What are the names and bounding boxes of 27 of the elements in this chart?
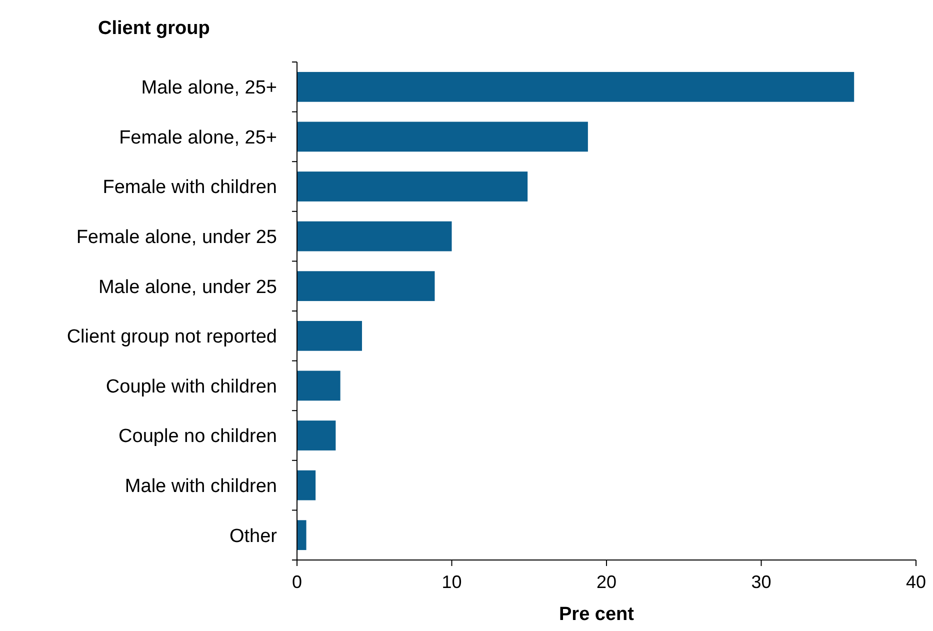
bar [297,172,528,202]
y-tick-label: Couple no children [118,426,277,448]
x-axis-title: Pre cent [559,604,635,625]
x-tick-label: 0 [292,572,302,592]
x-tick-label: 30 [751,572,772,592]
bar [297,72,854,102]
y-tick-label: Male alone, 25+ [141,78,277,99]
bar [297,320,362,351]
y-tick-label: Other [229,526,278,547]
x-tick-label: 10 [442,572,462,592]
bar [297,370,340,401]
y-tick-label: Female alone, 25+ [119,127,277,148]
bar [297,520,306,550]
x-tick-label: 40 [906,572,926,592]
y-tick-label: Female alone, under 25 [76,226,277,248]
bar [297,470,316,500]
bar [297,420,336,450]
bar [297,122,588,152]
y-axis-title: Client group [98,18,210,39]
x-tick-label: 20 [596,572,617,592]
y-tick-label: Couple with children [106,376,277,398]
y-tick-label: Male with children [124,476,277,497]
bar [297,221,452,252]
y-tick-label: Female with children [102,177,277,198]
y-tick-label: Male alone, under 25 [98,276,277,298]
bar [297,271,435,302]
y-tick-label: Client group not reported [66,326,277,348]
